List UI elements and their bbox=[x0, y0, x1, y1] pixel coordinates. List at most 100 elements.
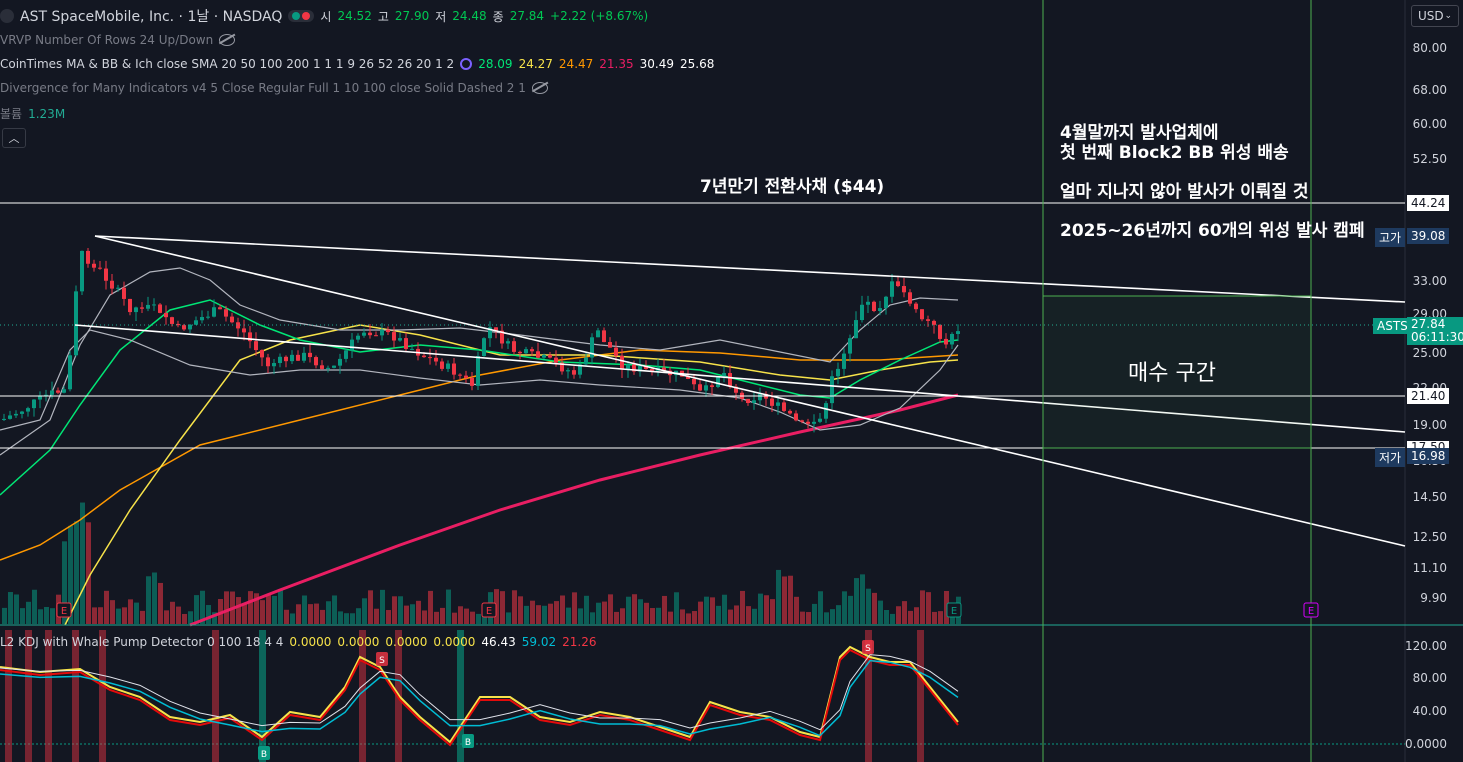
candle-body bbox=[248, 332, 252, 342]
volume-bar bbox=[782, 576, 787, 624]
kdj-value-1: 0.0000 bbox=[289, 635, 332, 649]
high-label: 고 bbox=[377, 9, 389, 24]
volume-bar bbox=[476, 613, 481, 624]
volume-bar bbox=[932, 611, 937, 624]
currency-select[interactable]: USD ⌄ bbox=[1411, 5, 1459, 27]
volume-bar bbox=[386, 610, 391, 624]
volume-bar bbox=[20, 608, 25, 624]
low-label: 저 bbox=[435, 9, 447, 24]
whale-bar bbox=[359, 630, 366, 762]
collapse-legend-button[interactable]: ︿ bbox=[2, 128, 26, 148]
sell-marker-text: S bbox=[865, 644, 871, 654]
candle-body bbox=[482, 338, 486, 357]
volume-bar bbox=[32, 589, 37, 624]
volume-bar bbox=[710, 597, 715, 624]
volume-bar bbox=[266, 594, 271, 624]
kdj-k-value: 46.43 bbox=[481, 635, 516, 649]
volume-bar bbox=[260, 600, 265, 624]
volume-bar bbox=[662, 595, 667, 624]
volume-bar bbox=[176, 606, 181, 624]
volume-bar bbox=[812, 603, 817, 624]
volume-bar bbox=[938, 611, 943, 624]
symbol-title[interactable]: AST SpaceMobile, Inc. · 1날 · NASDAQ bbox=[20, 9, 283, 25]
countdown: 06:11:30 bbox=[1411, 330, 1463, 344]
volume-bar bbox=[344, 613, 349, 624]
volume-bar bbox=[788, 575, 793, 624]
candle-body bbox=[116, 287, 120, 289]
volume-bar bbox=[740, 590, 745, 624]
candle-body bbox=[386, 329, 390, 333]
high-value: 27.90 bbox=[394, 9, 430, 23]
low-value-tag: 16.98 bbox=[1407, 448, 1450, 464]
volume-bar bbox=[416, 600, 421, 624]
candle-body bbox=[80, 250, 84, 292]
candle-body bbox=[758, 393, 762, 401]
volume-bar bbox=[698, 601, 703, 624]
settings-circle-icon[interactable] bbox=[460, 58, 473, 70]
low-tag: 저가 bbox=[1375, 448, 1406, 467]
price-tick-label: 9.90 bbox=[1420, 591, 1447, 605]
candle-body bbox=[194, 320, 198, 325]
buy-zone-label: 매수 구간 bbox=[1128, 361, 1216, 386]
kdj-label: L2 KDJ with Whale Pump Detector 0 100 18… bbox=[0, 635, 284, 649]
candle-body bbox=[290, 354, 294, 362]
candle-body bbox=[866, 301, 870, 305]
eye-hidden-icon[interactable] bbox=[531, 82, 548, 94]
volume-bar bbox=[116, 608, 121, 624]
candle-body bbox=[806, 421, 810, 424]
candle-body bbox=[536, 351, 540, 358]
divergence-row[interactable]: Divergence for Many Indicators v4 5 Clos… bbox=[0, 81, 548, 95]
volume-bar bbox=[296, 604, 301, 624]
volume-bar bbox=[200, 590, 205, 624]
candle-body bbox=[524, 349, 528, 354]
volume-bar bbox=[152, 572, 157, 624]
volume-bar bbox=[428, 590, 433, 624]
eye-hidden-icon[interactable] bbox=[219, 34, 236, 46]
trendline-mid bbox=[74, 324, 1406, 433]
bb-upper-line bbox=[0, 267, 959, 456]
volume-bar bbox=[104, 590, 109, 624]
volume-bar bbox=[734, 605, 739, 624]
volume-bar bbox=[338, 611, 343, 624]
cointimes-row[interactable]: CoinTimes MA & BB & Ich close SMA 20 50 … bbox=[0, 57, 714, 71]
candle-body bbox=[638, 365, 642, 372]
candle-body bbox=[770, 398, 774, 406]
volume-bar bbox=[656, 607, 661, 624]
volume-bar bbox=[92, 607, 97, 624]
candle-body bbox=[920, 309, 924, 320]
volume-bar bbox=[146, 576, 151, 624]
volume-bar bbox=[902, 601, 907, 624]
volume-bar bbox=[686, 613, 691, 624]
kdj-j-value: 21.26 bbox=[562, 635, 597, 649]
bb-lower-value: 25.68 bbox=[680, 57, 715, 71]
candle-body bbox=[626, 364, 630, 370]
volume-bar bbox=[170, 601, 175, 624]
volume-bar bbox=[470, 611, 475, 624]
candle-body bbox=[134, 307, 138, 313]
volume-row[interactable]: 볼륨 1.23M bbox=[0, 105, 65, 122]
candle-body bbox=[644, 365, 648, 370]
candle-body bbox=[404, 338, 408, 349]
candle-body bbox=[122, 287, 126, 299]
volume-bar bbox=[626, 596, 631, 624]
volume-bar bbox=[14, 594, 19, 624]
volume-bar bbox=[608, 594, 613, 624]
earnings-marker-text: E bbox=[486, 606, 492, 617]
moving-averages bbox=[0, 267, 959, 627]
candle-body bbox=[170, 317, 174, 324]
status-toggle[interactable] bbox=[288, 10, 315, 22]
volume-bar bbox=[848, 595, 853, 624]
kdj-header[interactable]: L2 KDJ with Whale Pump Detector 0 100 18… bbox=[0, 635, 597, 649]
candle-body bbox=[74, 291, 78, 356]
candle-body bbox=[254, 341, 258, 351]
volume-value: 1.23M bbox=[28, 106, 66, 121]
candle-body bbox=[182, 325, 186, 330]
candle-body bbox=[164, 312, 168, 318]
volume-bar bbox=[506, 612, 511, 624]
vrvp-row[interactable]: VRVP Number Of Rows 24 Up/Down bbox=[0, 33, 236, 47]
candle-body bbox=[326, 367, 330, 369]
volume-bar bbox=[188, 611, 193, 624]
volume-bars bbox=[2, 502, 961, 624]
volume-bar bbox=[866, 588, 871, 624]
